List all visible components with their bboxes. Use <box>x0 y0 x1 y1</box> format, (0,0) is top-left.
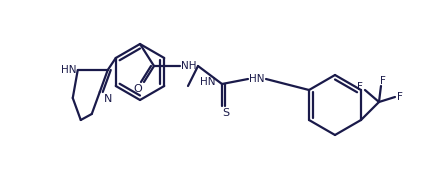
Text: F: F <box>357 82 363 92</box>
Text: O: O <box>134 84 142 94</box>
Text: N: N <box>104 94 112 104</box>
Text: HN: HN <box>61 65 76 75</box>
Text: HN: HN <box>200 77 215 87</box>
Text: HN: HN <box>249 74 265 84</box>
Text: NH: NH <box>181 61 197 71</box>
Text: S: S <box>223 108 229 118</box>
Text: F: F <box>380 76 386 86</box>
Text: F: F <box>397 92 403 102</box>
